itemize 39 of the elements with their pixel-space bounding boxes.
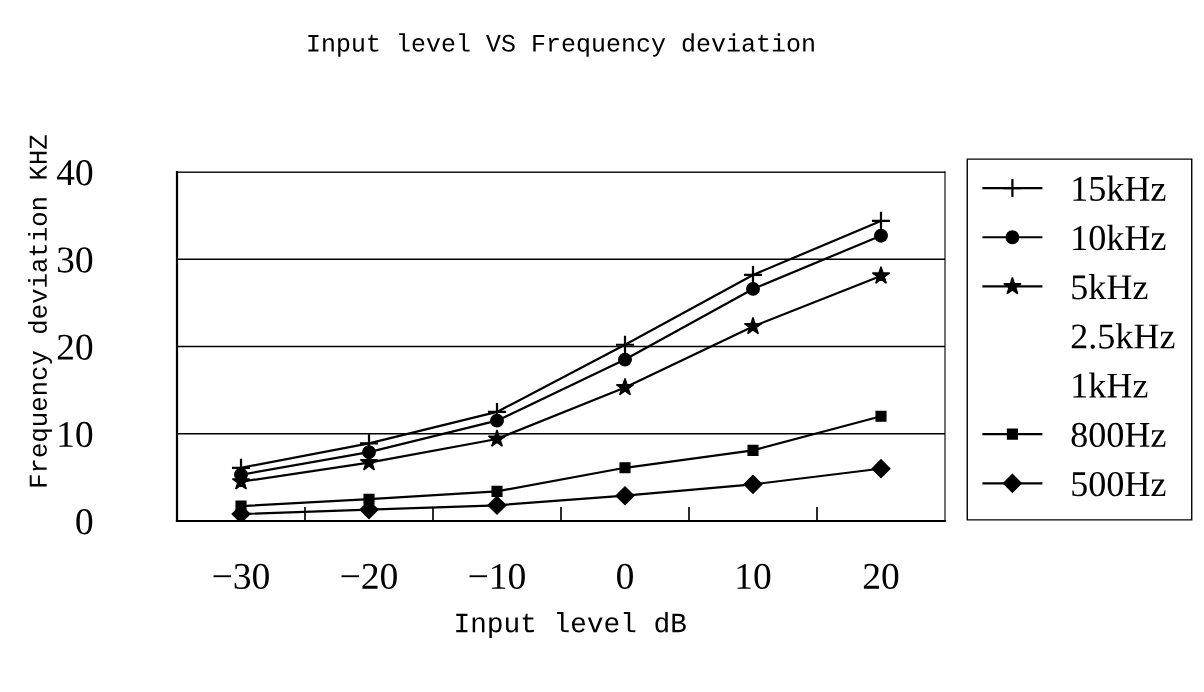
text: 1kHz (1073, 372, 1148, 398)
text: 2.5kHz (1071, 323, 1175, 349)
point (614, 334, 636, 355)
legend-label: 15kHz (1073, 175, 1166, 202)
point (487, 429, 507, 447)
y-tick-label: 30 (57, 247, 93, 273)
point (875, 410, 887, 422)
y-tick-label: 10 (59, 421, 93, 448)
x-tick-label: −30 (213, 563, 269, 590)
legend-label: 5kHz (1072, 274, 1148, 300)
point (746, 281, 760, 296)
x-tick-label: 20 (863, 563, 899, 590)
legend-label: 800Hz (1071, 422, 1166, 448)
point (615, 486, 635, 506)
legend-label: 500Hz (1072, 471, 1166, 497)
y-axis-title: Frequency deviation KHZ (28, 135, 52, 487)
point (490, 413, 504, 428)
point (874, 228, 888, 243)
point (743, 316, 763, 335)
x-tick-label: 10 (737, 563, 771, 590)
chart-title: Input level VS Frequency deviation (308, 33, 814, 57)
x-axis-title: Input level dB (456, 612, 686, 638)
point (615, 377, 635, 396)
point (618, 352, 632, 367)
point (619, 462, 631, 474)
x-tick-label: −10 (469, 563, 525, 590)
point (743, 474, 763, 494)
point (870, 210, 892, 231)
point (487, 495, 507, 515)
point (871, 266, 891, 284)
point (491, 485, 503, 497)
point (871, 459, 891, 479)
y-tick-label: 40 (56, 160, 93, 186)
point (747, 444, 759, 456)
y-tick-label: 0 (76, 509, 93, 535)
legend-label: 10kHz (1073, 224, 1166, 251)
y-tick-label: 20 (57, 334, 93, 360)
x-tick-label: −20 (341, 563, 397, 590)
x-tick-label: 0 (617, 563, 633, 590)
